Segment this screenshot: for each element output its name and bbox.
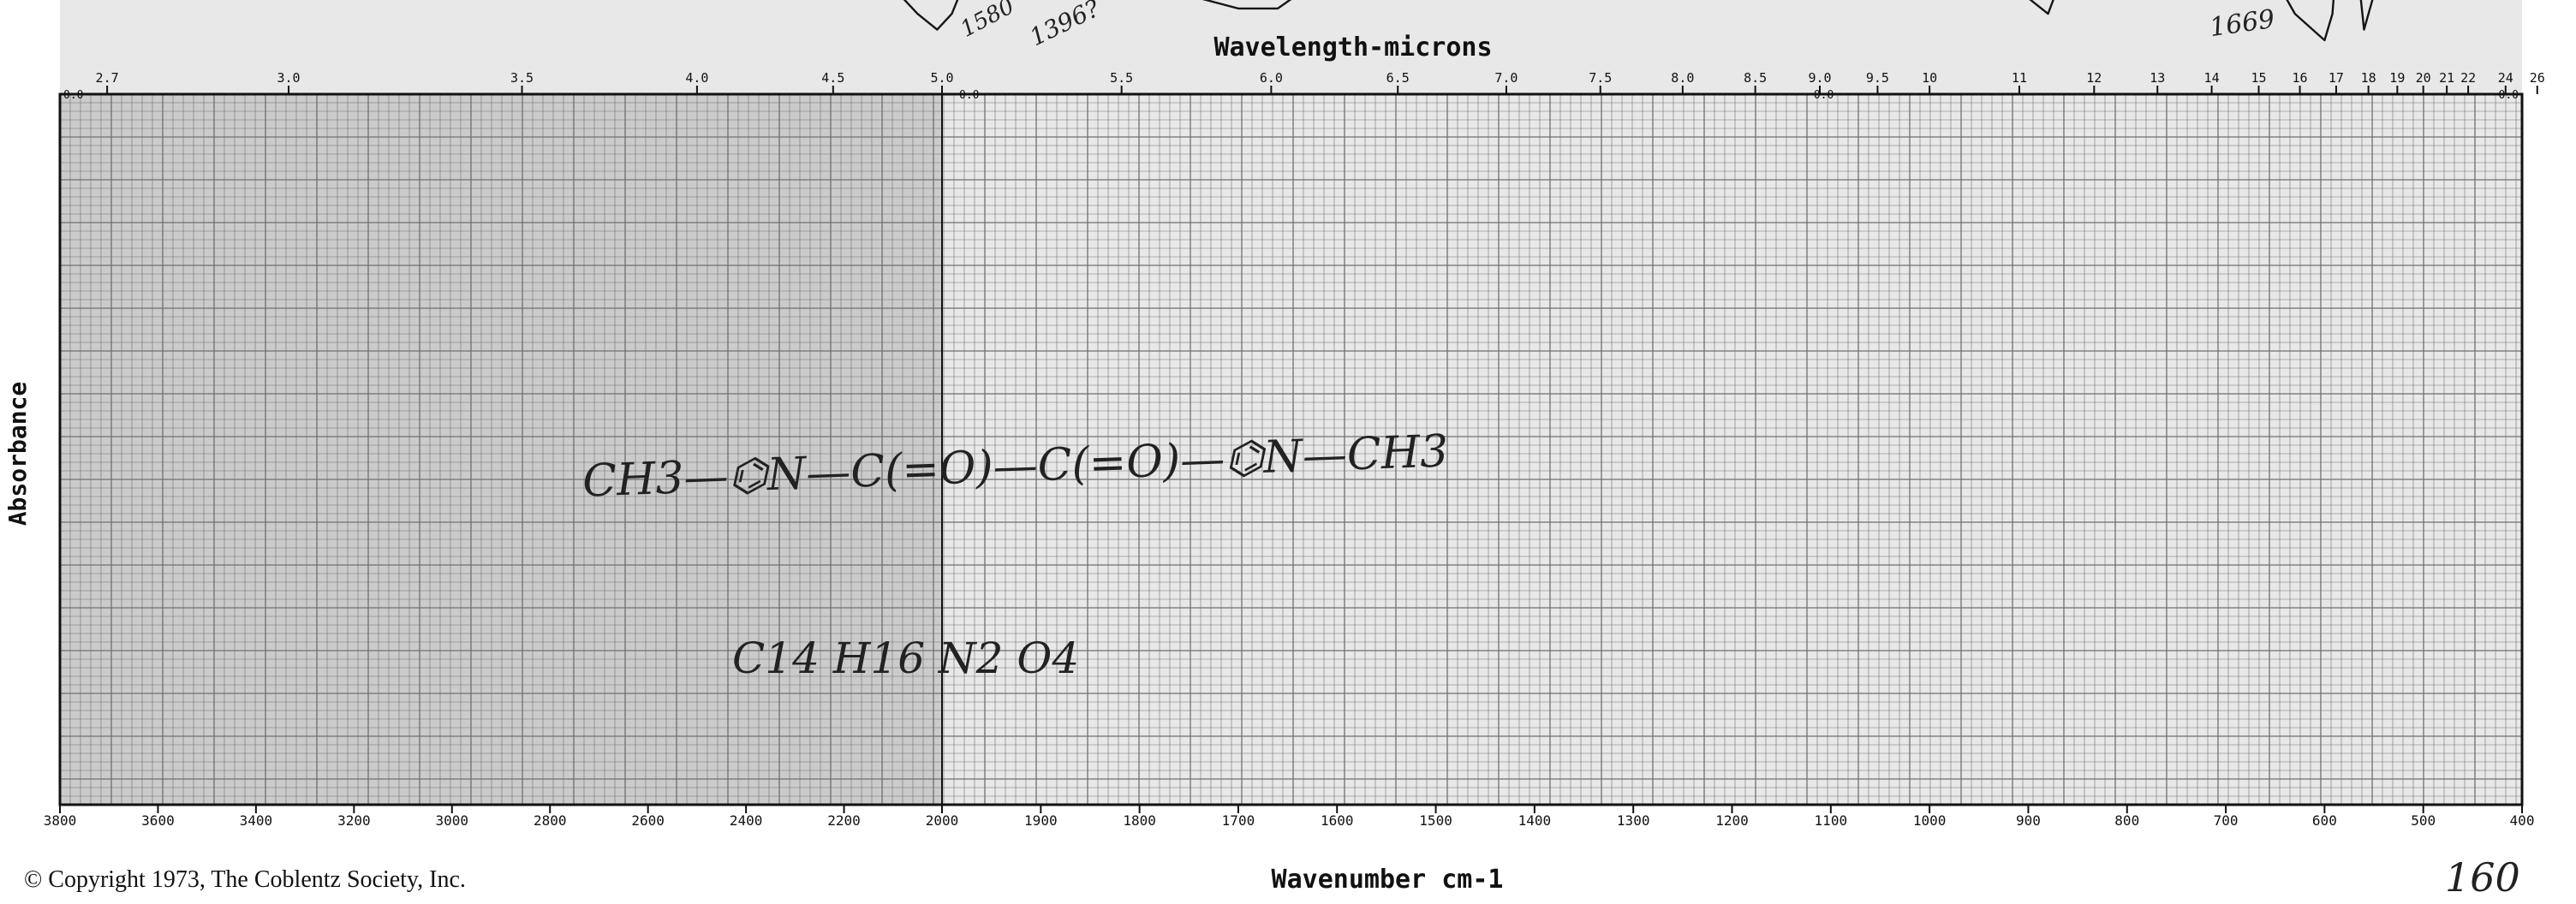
x-tick-label: 1000 xyxy=(1913,812,1947,829)
y-tick-label: 0.0 xyxy=(2499,89,2519,102)
x-axis-title: Wavenumber cm-1 xyxy=(1271,865,1504,895)
top-tick-label: 21 xyxy=(2439,70,2454,86)
top-tick-label: 3.0 xyxy=(277,70,300,86)
x-tick-label: 2600 xyxy=(631,812,665,829)
y-tick-label: 0.0 xyxy=(1814,89,1834,102)
x-tick-label: 700 xyxy=(2214,812,2239,829)
top-tick-label: 20 xyxy=(2416,70,2431,86)
top-tick-label: 13 xyxy=(2150,70,2165,86)
top-tick-label: 18 xyxy=(2361,70,2376,86)
top-tick-label: 8.0 xyxy=(1671,70,1694,86)
top-tick-label: 7.0 xyxy=(1494,70,1518,86)
chart-grid xyxy=(59,93,2522,806)
x-tick-label: 1200 xyxy=(1715,812,1749,829)
plot-frame xyxy=(58,92,2524,806)
top-tick-label: 15 xyxy=(2251,70,2266,86)
x-tick-label: 3800 xyxy=(44,812,77,829)
top-tick-label: 17 xyxy=(2329,70,2344,86)
x-tick-label: 1600 xyxy=(1321,812,1354,829)
top-tick-label: 22 xyxy=(2460,70,2476,86)
x-tick-label: 900 xyxy=(2016,812,2041,829)
top-tick-label: 5.0 xyxy=(930,70,953,86)
x-tick-label: 1500 xyxy=(1419,812,1452,829)
top-tick-label: 16 xyxy=(2293,70,2308,86)
x-tick-label: 1300 xyxy=(1617,812,1650,829)
x-axis-ticks: 3800 3600 3400 3200 3000 2800 2600 2400 2200 2000… xyxy=(44,805,2535,829)
top-tick-label: 19 xyxy=(2389,70,2405,86)
y-tick-label: 0.0 xyxy=(959,89,979,102)
shade-left xyxy=(60,94,942,805)
top-tick-label: 2.7 xyxy=(96,70,119,86)
top-tick-label: 14 xyxy=(2204,70,2220,86)
y-tick-label: 0.0 xyxy=(63,89,83,102)
copyright-notice: © Copyright 1973, The Coblentz Society, … xyxy=(24,866,466,893)
x-tick-label: 2800 xyxy=(534,812,567,829)
x-tick-label: 2200 xyxy=(827,812,861,829)
top-tick-label: 7.5 xyxy=(1589,70,1612,86)
x-tick-label: 1100 xyxy=(1815,812,1848,829)
x-tick-label: 3400 xyxy=(240,812,273,829)
top-tick-label: 4.5 xyxy=(821,70,844,86)
top-tick-label: 3.5 xyxy=(510,70,534,86)
handwritten-molecular-formula: C14 H16 N2 O4 xyxy=(732,633,1080,683)
top-tick-label: 5.5 xyxy=(1110,70,1133,86)
x-tick-label: 3200 xyxy=(337,812,371,829)
x-tick-label: 400 xyxy=(2510,812,2535,829)
y-axis-title: Absorbance xyxy=(3,381,32,526)
top-tick-label: 9.0 xyxy=(1808,70,1831,86)
top-tick-label: 12 xyxy=(2086,70,2102,86)
top-axis-ticks: 2.7 3.0 3.5 4.0 4.5 5.0 5.5 6.0 6.5 7.0 7.5 8.0 8.5 9… xyxy=(96,70,2545,94)
top-tick-label: 6.5 xyxy=(1386,70,1410,86)
top-tick-label: 11 xyxy=(2012,70,2027,86)
y-axis-ticks: 0.00.00.00.00.10.10.10.10.20.20.20.20.30… xyxy=(63,89,2519,102)
x-tick-label: 1400 xyxy=(1518,812,1552,829)
x-tick-label: 2400 xyxy=(730,812,763,829)
top-tick-label: 24 xyxy=(2498,70,2513,86)
x-tick-label: 1900 xyxy=(1024,812,1058,829)
top-tick-label: 8.5 xyxy=(1744,70,1767,86)
x-tick-label: 1700 xyxy=(1222,812,1255,829)
x-tick-label: 3600 xyxy=(141,812,175,829)
top-tick-label: 4.0 xyxy=(685,70,708,86)
x-tick-label: 2000 xyxy=(926,812,959,829)
top-axis-title: Wavelength-microns xyxy=(1213,33,1493,62)
top-tick-label: 9.5 xyxy=(1866,70,1889,86)
top-tick-label: 10 xyxy=(1922,70,1937,86)
x-tick-label: 500 xyxy=(2411,812,2436,829)
handwritten-page-number: 160 xyxy=(2445,854,2520,901)
x-tick-label: 800 xyxy=(2114,812,2139,829)
top-tick-label: 6.0 xyxy=(1260,70,1283,86)
x-tick-label: 3000 xyxy=(436,812,469,829)
x-tick-label: 1800 xyxy=(1123,812,1156,829)
top-tick-label: 26 xyxy=(2530,70,2545,86)
x-tick-label: 600 xyxy=(2312,812,2337,829)
